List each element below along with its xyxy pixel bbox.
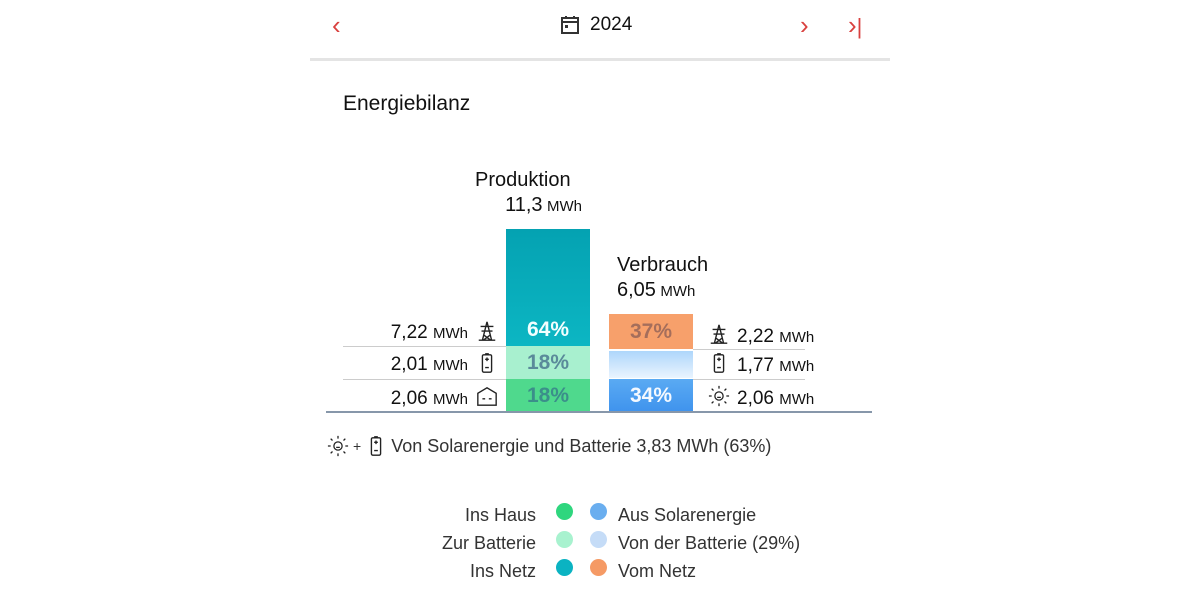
consumption-row-solar: 2,06 MWh bbox=[737, 388, 815, 409]
production-row-grid: 7,22 MWh bbox=[390, 322, 468, 343]
legend-dot bbox=[556, 531, 573, 548]
row-divider bbox=[693, 349, 805, 350]
battery-icon bbox=[708, 352, 730, 374]
consumption-segment-grid: 37% bbox=[609, 314, 693, 349]
production-row-battery: 2,01 MWh bbox=[390, 354, 468, 375]
legend-dot bbox=[556, 559, 573, 576]
legend-dot bbox=[590, 559, 607, 576]
production-segment-battery: 18% bbox=[506, 346, 590, 379]
battery-icon bbox=[365, 435, 387, 457]
sun-icon bbox=[708, 385, 730, 407]
self-sufficiency-summary: + Von Solarenergie und Batterie 3,83 MWh… bbox=[327, 435, 771, 457]
consumption-row-battery: 1,77 MWh bbox=[737, 355, 815, 376]
power-tower-icon bbox=[708, 323, 730, 345]
production-segment-grid: 64% bbox=[506, 229, 590, 346]
battery-icon bbox=[476, 352, 498, 374]
baseline bbox=[326, 411, 872, 413]
period-selector[interactable]: 2024 bbox=[560, 14, 632, 36]
consumption-segment-battery bbox=[609, 351, 693, 378]
consumption-row-grid: 2,22 MWh bbox=[737, 326, 815, 347]
sun-icon bbox=[327, 435, 349, 457]
production-total: 11,3 MWh bbox=[505, 194, 582, 216]
legend-production: Ins Haus Zur Batterie Ins Netz bbox=[400, 501, 536, 585]
row-divider bbox=[343, 379, 506, 380]
production-title: Produktion bbox=[475, 169, 571, 191]
legend-dot bbox=[590, 531, 607, 548]
row-divider bbox=[693, 379, 805, 380]
card-title: Energiebilanz bbox=[343, 92, 471, 115]
legend-item: Von der Batterie (29%) bbox=[618, 533, 801, 553]
legend-item: Aus Solarenergie bbox=[618, 505, 757, 525]
consumption-total: 6,05 MWh bbox=[617, 279, 696, 301]
consumption-title: Verbrauch bbox=[617, 254, 709, 276]
house-icon bbox=[476, 385, 498, 407]
legend-dot bbox=[590, 503, 607, 520]
row-divider bbox=[343, 346, 506, 347]
power-tower-icon bbox=[476, 320, 498, 342]
production-row-house: 2,06 MWh bbox=[390, 388, 468, 409]
legend-item: Ins Haus bbox=[464, 505, 536, 525]
legend-consumption: Aus Solarenergie Von der Batterie (29%) … bbox=[618, 501, 800, 585]
last-period-button[interactable]: ›| bbox=[848, 10, 863, 40]
production-segment-house: 18% bbox=[506, 379, 590, 412]
calendar-icon bbox=[561, 16, 579, 34]
legend-item: Ins Netz bbox=[469, 561, 536, 581]
legend-dot bbox=[556, 503, 573, 520]
legend-item: Vom Netz bbox=[618, 561, 697, 581]
header-divider bbox=[310, 58, 890, 61]
next-button[interactable]: › bbox=[800, 10, 809, 40]
legend-item: Zur Batterie bbox=[441, 533, 536, 553]
previous-button[interactable]: ‹ bbox=[332, 10, 341, 40]
consumption-segment-solar: 34% bbox=[609, 379, 693, 412]
period-year: 2024 bbox=[590, 14, 633, 35]
